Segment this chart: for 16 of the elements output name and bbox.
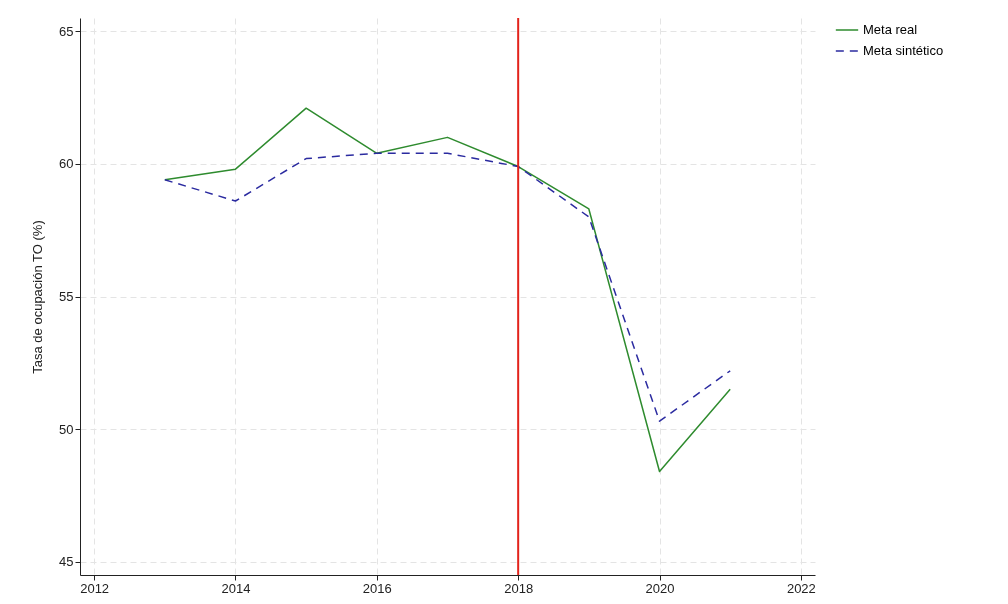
line-series	[164, 152, 731, 422]
x-tick-label: 2012	[80, 580, 110, 596]
x-tick-label: 2016	[362, 580, 392, 596]
y-tick-label: 60	[59, 156, 74, 172]
x-tick-label: 2022	[786, 580, 816, 596]
x-tick-label: 2020	[645, 580, 675, 596]
y-tick-label: 65	[59, 23, 74, 39]
x-tick-label: 2018	[504, 580, 534, 596]
line-series	[164, 107, 731, 473]
x-tick-label: 2014	[221, 580, 251, 596]
legend-label: Meta sintético	[863, 43, 944, 58]
legend-label: Meta real	[863, 22, 918, 37]
y-axis-title: Tasa de ocupación TO (%)	[30, 220, 46, 374]
y-tick-label: 50	[59, 421, 74, 437]
y-tick-label: 55	[59, 289, 74, 304]
y-tick-label: 45	[59, 554, 74, 570]
